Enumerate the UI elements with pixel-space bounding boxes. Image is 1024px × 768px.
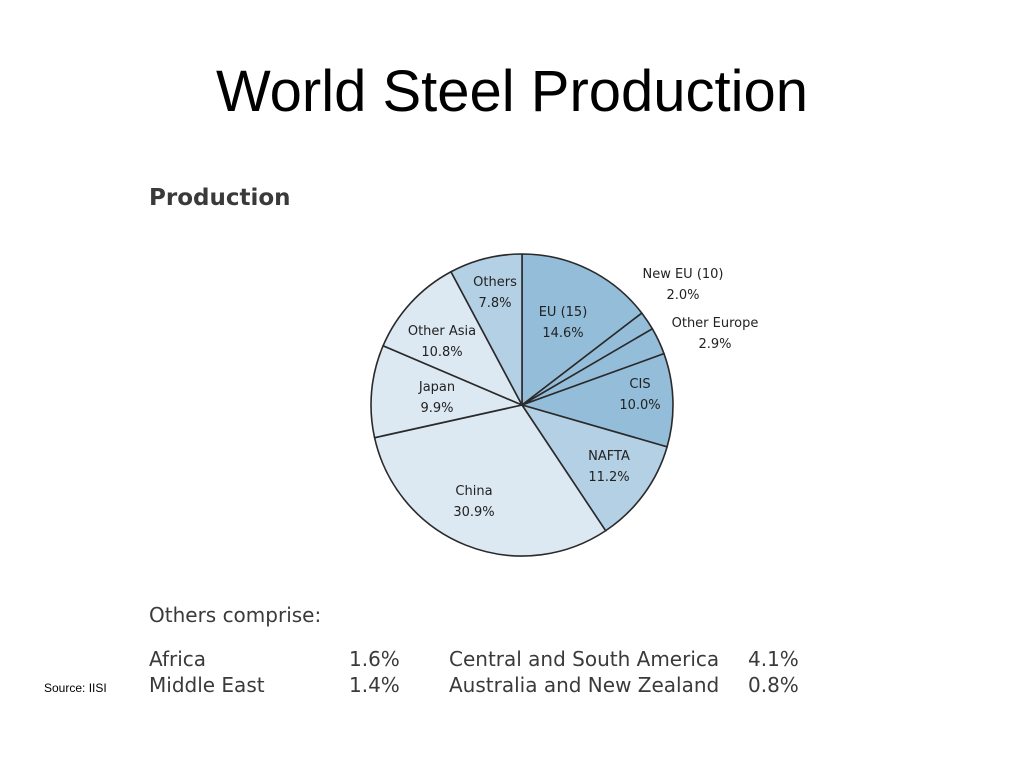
slice-value-china: 30.9% (453, 505, 494, 520)
slice-label-eu-15: EU (15) (539, 305, 588, 320)
slice-label-cis: CIS (629, 377, 650, 392)
source-note: Source: IISI (44, 681, 107, 695)
slide-title: World Steel Production (215, 59, 809, 124)
slice-value-others: 7.8% (478, 296, 511, 311)
slice-value-eu-15: 14.6% (542, 326, 583, 341)
pie-slice-eu-15 (521, 253, 643, 406)
slice-value-other-europe: 2.9% (698, 337, 731, 352)
others-comprise-heading: Others comprise: (149, 603, 322, 627)
slice-label-other-europe: Other Europe (672, 316, 759, 331)
slice-label-nafta: NAFTA (588, 449, 630, 464)
others-row-1-right-value: 0.8% (748, 673, 799, 697)
pie-slice-china (373, 404, 607, 557)
slice-value-nafta: 11.2% (588, 470, 629, 485)
others-row-0-right-name: Central and South America (449, 647, 720, 671)
others-row-1-left-value: 1.4% (349, 673, 400, 697)
slice-value-other-asia: 10.8% (421, 345, 462, 360)
pie-slice-japan (370, 344, 523, 439)
pie-slice-other-asia (382, 270, 523, 406)
others-row-0-right-value: 4.1% (748, 647, 799, 671)
others-row-0-left-name: Africa (149, 647, 207, 671)
pie-slice-cis (521, 352, 674, 448)
pie-slice-others (450, 253, 523, 406)
slice-label-other-asia: Other Asia (408, 324, 476, 339)
slice-value-japan: 9.9% (420, 401, 453, 416)
pie-slice-nafta (521, 404, 668, 532)
slice-value-cis: 10.0% (619, 398, 660, 413)
slice-value-new-eu-10: 2.0% (666, 288, 699, 303)
chart-title: Production (149, 185, 291, 211)
slice-label-others: Others (473, 275, 517, 290)
others-row-1-left-name: Middle East (149, 673, 265, 697)
slice-label-japan: Japan (418, 380, 455, 395)
slice-label-new-eu-10: New EU (10) (642, 267, 723, 282)
slice-label-china: China (455, 484, 492, 499)
others-row-1-right-name: Australia and New Zealand (449, 673, 720, 697)
others-row-0-left-value: 1.6% (349, 647, 400, 671)
